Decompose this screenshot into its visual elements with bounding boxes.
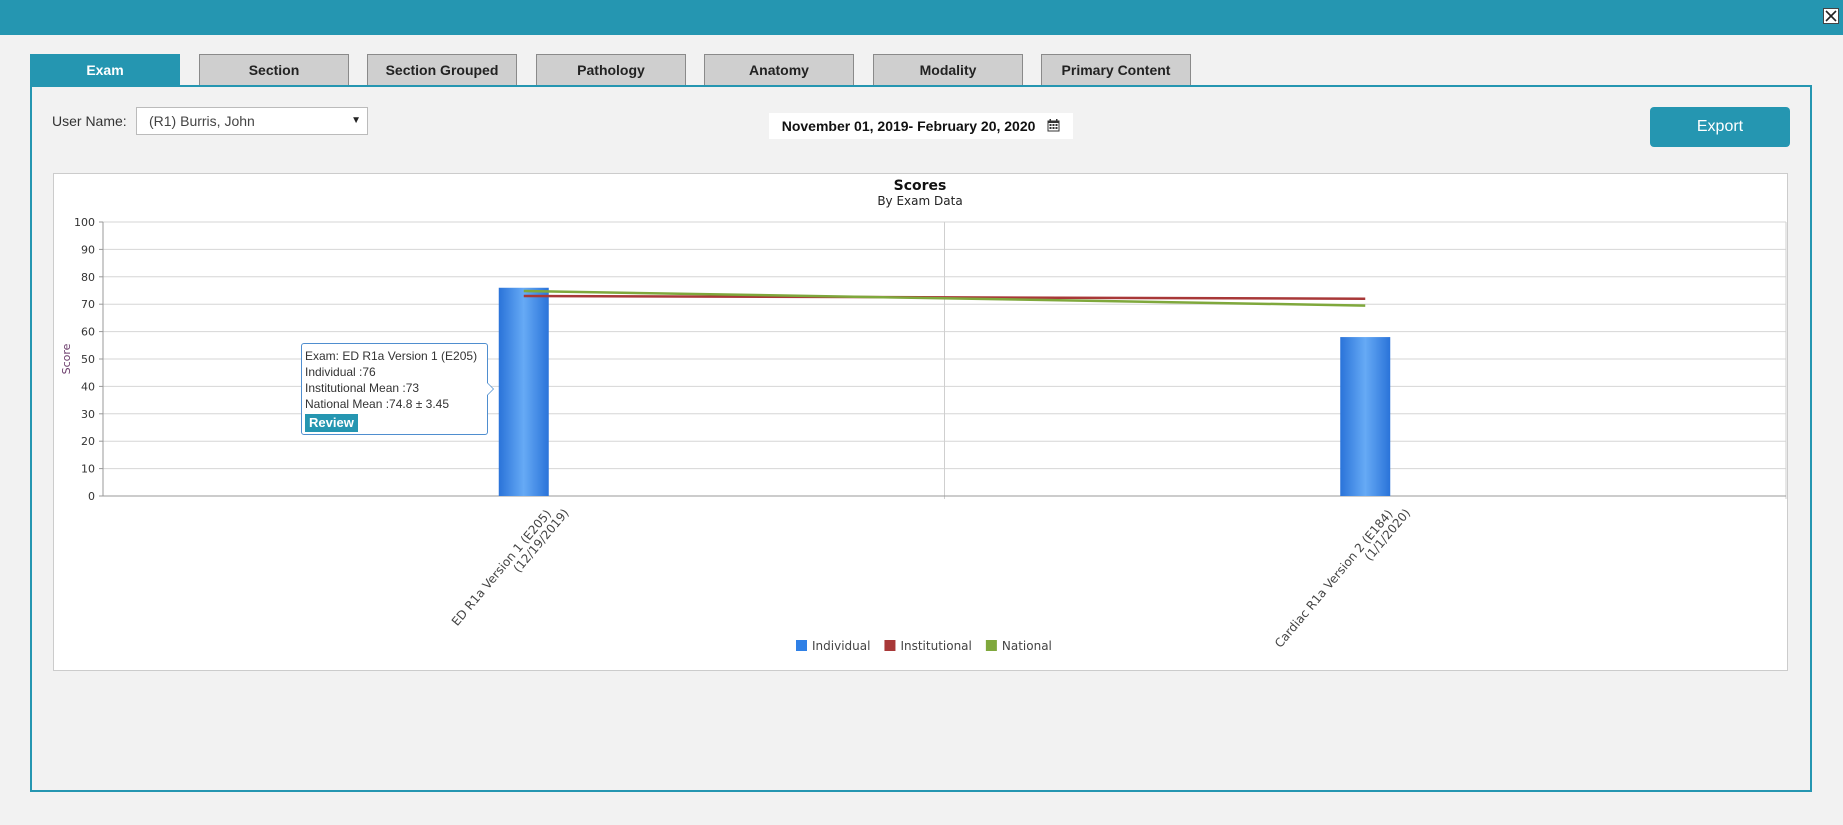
export-button[interactable]: Export <box>1650 107 1790 147</box>
y-tick-label: 60 <box>81 326 95 339</box>
y-tick-label: 10 <box>81 463 95 476</box>
user-name-select[interactable]: (R1) Burris, John ▼ <box>136 107 368 135</box>
tab-pathology[interactable]: Pathology <box>536 54 686 85</box>
user-name-value: (R1) Burris, John <box>149 113 255 129</box>
chevron-down-icon: ▼ <box>351 115 361 126</box>
y-tick-label: 0 <box>88 490 95 503</box>
exam-tooltip: Exam: ED R1a Version 1 (E205) Individual… <box>301 343 494 435</box>
x-tick-label: Cardiac R1a Version 2 (E184)(1/1/2020) <box>1272 498 1413 659</box>
y-tick-label: 100 <box>74 216 95 229</box>
x-tick-label-line: Cardiac R1a Version 2 (E184) <box>1272 507 1396 650</box>
y-tick-label: 40 <box>81 380 95 393</box>
x-tick-label: ED R1a Version 1 (E205)(12/19/2019) <box>449 498 572 637</box>
y-tick-label: 80 <box>81 271 95 284</box>
window-titlebar <box>0 0 1843 35</box>
user-name-label: User Name: <box>52 113 127 129</box>
y-tick-label: 70 <box>81 298 95 311</box>
y-tick-label: 90 <box>81 243 95 256</box>
tab-modality[interactable]: Modality <box>873 54 1023 85</box>
tab-section[interactable]: Section <box>199 54 349 85</box>
y-tick-label: 20 <box>81 435 95 448</box>
close-icon[interactable] <box>1823 8 1839 24</box>
date-range-picker[interactable]: November 01, 2019- February 20, 2020 <box>769 113 1073 139</box>
calendar-icon[interactable] <box>1047 114 1060 140</box>
tooltip-institutional: Institutional Mean :73 <box>305 381 420 395</box>
tooltip-national: National Mean :74.8 ± 3.45 <box>305 397 450 411</box>
chart-title: Scores <box>894 178 947 194</box>
tooltip-exam: Exam: ED R1a Version 1 (E205) <box>305 349 478 363</box>
tab-anatomy[interactable]: Anatomy <box>704 54 854 85</box>
tooltip-individual: Individual :76 <box>305 365 376 379</box>
review-button[interactable]: Review <box>305 414 358 432</box>
tab-exam[interactable]: Exam <box>30 54 180 86</box>
y-tick-label: 50 <box>81 353 95 366</box>
legend-label-institutional: Institutional <box>900 639 971 653</box>
tab-primary-content[interactable]: Primary Content <box>1041 54 1191 85</box>
date-range-text: November 01, 2019- February 20, 2020 <box>781 118 1036 134</box>
x-tick-label-line: ED R1a Version 1 (E205) <box>449 507 554 629</box>
y-tick-label: 30 <box>81 408 95 421</box>
legend-swatch-national <box>985 640 997 651</box>
chart-subtitle: By Exam Data <box>877 194 962 208</box>
bar-individual <box>498 287 549 496</box>
line-national <box>523 289 1366 307</box>
bar-individual <box>1340 337 1391 496</box>
legend-label-national: National <box>1002 639 1052 653</box>
tab-section-grouped[interactable]: Section Grouped <box>367 54 517 85</box>
y-axis-label: Score <box>60 343 73 374</box>
tooltip-arrow-fill <box>487 383 493 395</box>
legend-swatch-institutional <box>884 640 896 651</box>
legend-label-individual: Individual <box>812 639 870 653</box>
legend-swatch-individual <box>796 640 807 651</box>
